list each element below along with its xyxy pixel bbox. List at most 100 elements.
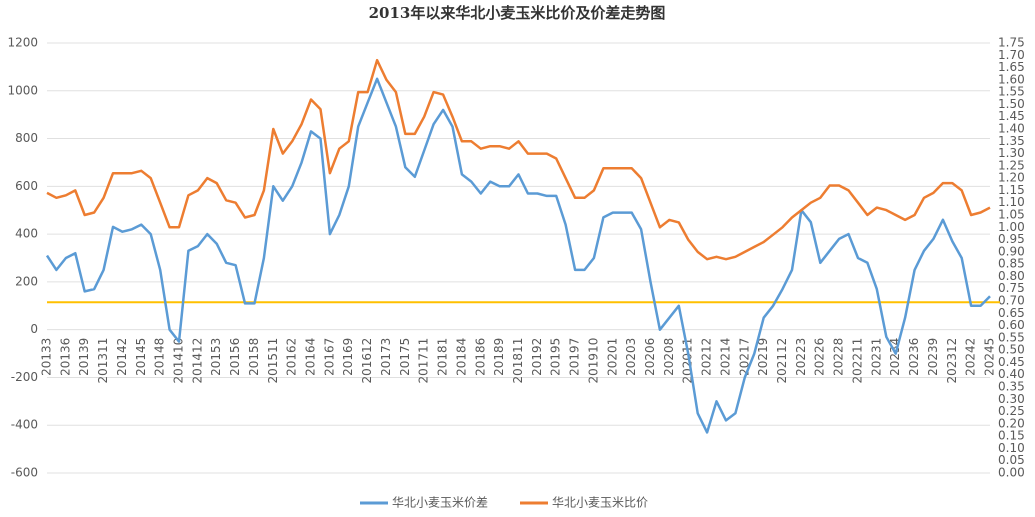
x-tick-label: 20142: [115, 338, 129, 376]
x-tick-label: 20175: [398, 338, 412, 376]
y2-tick-label: 1.50: [998, 97, 1025, 111]
x-tick-label: 20223: [794, 338, 808, 376]
x-tick-label: 20228: [832, 338, 846, 376]
y2-tick-label: 1.30: [998, 146, 1025, 160]
series-line: [45, 77, 991, 434]
y2-tick-label: 1.45: [998, 109, 1025, 123]
x-tick-label: 20201: [605, 338, 619, 376]
y2-tick-label: 0.95: [998, 232, 1025, 246]
y-tick-label: 0: [30, 322, 38, 336]
x-tick-label: 20186: [473, 338, 487, 376]
y2-tick-label: 0.65: [998, 306, 1025, 320]
x-tick-label: 20219: [756, 338, 770, 376]
y2-tick-label: 0.75: [998, 281, 1025, 295]
y2-tick-label: 0.80: [998, 269, 1025, 283]
y2-tick-label: 1.15: [998, 183, 1025, 197]
y2-tick-label: 1.75: [998, 36, 1025, 50]
x-tick-label: 20164: [304, 338, 318, 376]
y2-tick-label: 1.05: [998, 208, 1025, 222]
x-tick-label: 20162: [285, 338, 299, 376]
y2-tick-label: 1.65: [998, 60, 1025, 74]
x-tick-label: 201410: [172, 338, 186, 384]
series-line: [46, 58, 991, 261]
y2-tick-label: 1.40: [998, 122, 1025, 136]
y2-tick-label: 0.40: [998, 367, 1025, 381]
y2-tick-label: 0.15: [998, 429, 1025, 443]
x-tick-label: 20245: [983, 338, 997, 376]
x-tick-label: 201711: [417, 338, 431, 384]
x-tick-label: 201311: [96, 338, 110, 384]
y2-tick-label: 0.35: [998, 380, 1025, 394]
y-tick-label: 200: [15, 274, 38, 288]
x-tick-label: 201612: [360, 338, 374, 384]
legend-label: 华北小麦玉米比价: [552, 496, 648, 510]
x-tick-label: 20242: [964, 338, 978, 376]
x-tick-label: 20231: [869, 338, 883, 376]
x-tick-label: 20173: [379, 338, 393, 376]
y2-tick-label: 1.55: [998, 85, 1025, 99]
x-tick-label: 20217: [737, 338, 751, 376]
x-tick-label: 202112: [775, 338, 789, 384]
x-tick-label: 20169: [341, 338, 355, 376]
x-tick-label: 20158: [247, 338, 261, 376]
y-tick-label: 1000: [7, 83, 38, 97]
x-tick-label: 201412: [190, 338, 204, 384]
x-tick-label: 201910: [586, 338, 600, 384]
x-tick-label: 20136: [58, 338, 72, 376]
x-tick-label: 20156: [228, 338, 242, 376]
y2-tick-label: 0.10: [998, 441, 1025, 455]
x-tick-label: 202312: [945, 338, 959, 384]
x-tick-label: 20181: [436, 338, 450, 376]
y-tick-label: -400: [11, 418, 38, 432]
x-tick-label: 20206: [643, 338, 657, 376]
x-tick-label: 201811: [511, 338, 525, 384]
legend-label: 华北小麦玉米价差: [392, 496, 488, 510]
x-tick-label: 20197: [568, 338, 582, 376]
y-tick-label: -200: [11, 370, 38, 384]
x-tick-label: 20203: [624, 338, 638, 376]
x-tick-label: 202211: [850, 338, 864, 384]
y2-tick-label: 0.50: [998, 343, 1025, 357]
x-tick-label: 20184: [454, 338, 468, 376]
y2-tick-label: 1.00: [998, 220, 1025, 234]
y2-tick-label: 0.30: [998, 392, 1025, 406]
y2-tick-label: 0.25: [998, 404, 1025, 418]
y2-tick-label: 1.70: [998, 48, 1025, 62]
x-tick-label: 20208: [662, 338, 676, 376]
x-tick-label: 20189: [492, 338, 506, 376]
x-tick-label: 20145: [134, 338, 148, 376]
y2-tick-label: 0.70: [998, 294, 1025, 308]
y2-tick-label: 0.05: [998, 453, 1025, 467]
y2-tick-label: 0.00: [998, 466, 1025, 480]
y-tick-label: 800: [15, 131, 38, 145]
y2-tick-label: 1.25: [998, 158, 1025, 172]
y-tick-label: -600: [11, 466, 38, 480]
x-tick-label: 20153: [209, 338, 223, 376]
y2-tick-label: 1.60: [998, 72, 1025, 86]
x-tick-label: 20192: [530, 338, 544, 376]
x-tick-label: 20214: [718, 338, 732, 376]
y2-tick-label: 0.85: [998, 257, 1025, 271]
x-tick-label: 20212: [700, 338, 714, 376]
x-tick-label: 20139: [77, 338, 91, 376]
y2-tick-label: 1.10: [998, 195, 1025, 209]
x-tick-label: 20148: [153, 338, 167, 376]
y-tick-label: 1200: [7, 36, 38, 50]
x-tick-label: 20239: [926, 338, 940, 376]
y2-tick-label: 1.35: [998, 134, 1025, 148]
y2-tick-label: 0.55: [998, 330, 1025, 344]
x-tick-label: 20133: [40, 338, 54, 376]
x-tick-label: 20167: [322, 338, 336, 376]
y-tick-label: 400: [15, 227, 38, 241]
y2-tick-label: 0.60: [998, 318, 1025, 332]
y2-tick-label: 0.90: [998, 244, 1025, 258]
y2-tick-label: 1.20: [998, 171, 1025, 185]
y2-tick-label: 0.20: [998, 416, 1025, 430]
x-tick-label: 20195: [549, 338, 563, 376]
chart-title: 2013年以来华北小麦玉米比价及价差走势图: [369, 4, 666, 22]
y-tick-label: 600: [15, 179, 38, 193]
x-tick-label: 20226: [813, 338, 827, 376]
y2-tick-label: 0.45: [998, 355, 1025, 369]
x-tick-label: 201511: [266, 338, 280, 384]
